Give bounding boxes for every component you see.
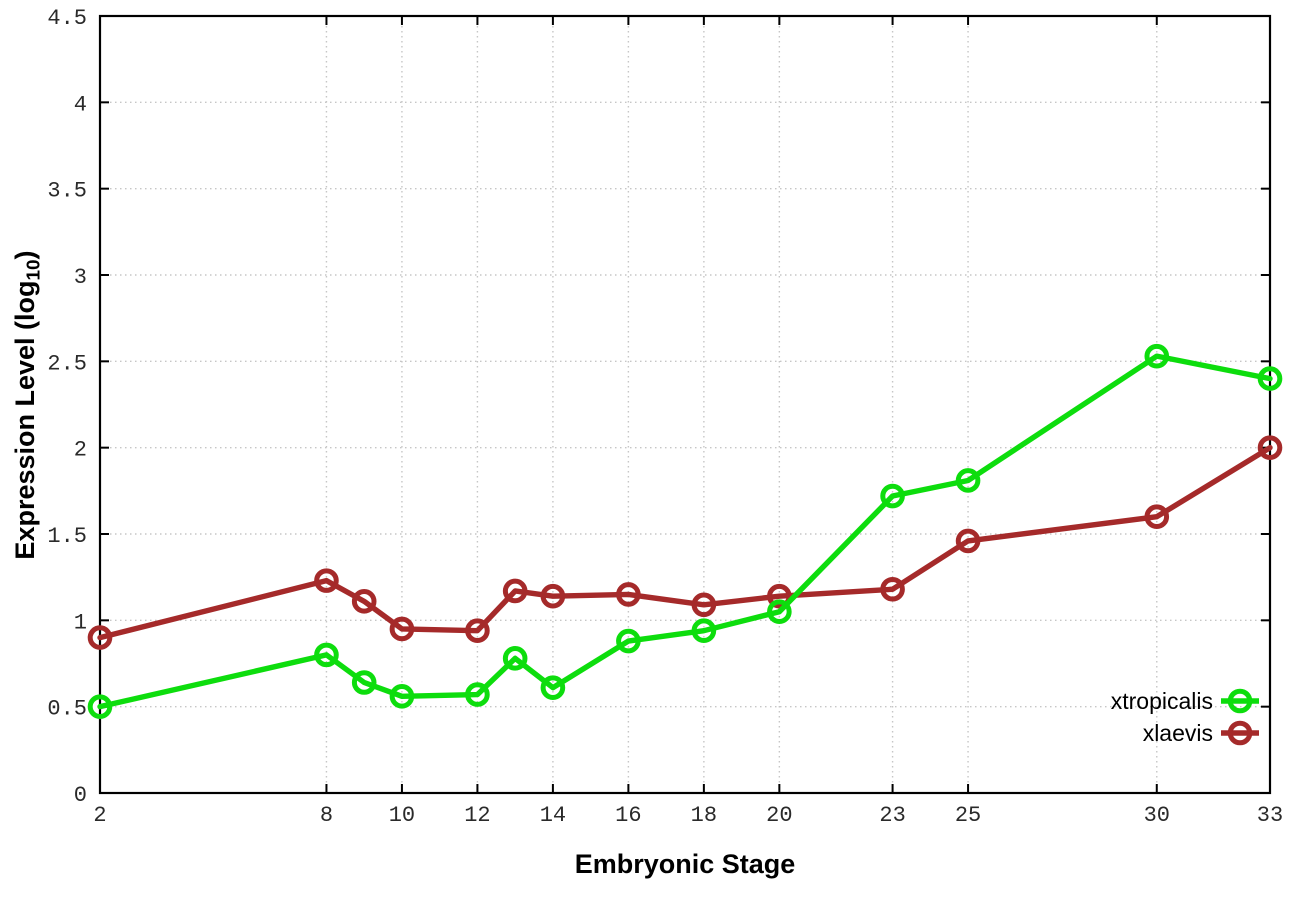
series-xtropicalis-marker — [767, 599, 792, 625]
series-xtropicalis-marker — [389, 684, 415, 709]
series-xlaevis-marker — [767, 583, 792, 609]
series-xtropicalis-marker — [540, 675, 566, 700]
x-tick-label: 25 — [955, 803, 981, 828]
y-tick-label: 0 — [74, 783, 87, 808]
series-xlaevis-marker — [389, 616, 415, 642]
series-xtropicalis-marker — [465, 682, 490, 707]
x-tick-label: 30 — [1144, 803, 1170, 828]
x-tick-label: 18 — [691, 803, 717, 828]
y-tick-label: 4.5 — [47, 6, 87, 31]
y-tick-label: 1.5 — [47, 524, 87, 549]
series-xtropicalis-marker — [502, 646, 528, 671]
x-tick-label: 20 — [766, 803, 792, 828]
series-xlaevis-marker — [465, 618, 490, 643]
y-tick-label: 4 — [74, 92, 87, 117]
series-xlaevis-marker — [955, 528, 981, 554]
x-tick-label: 8 — [320, 803, 333, 828]
y-tick-label: 0.5 — [47, 697, 87, 722]
x-tick-label: 12 — [464, 803, 490, 828]
series-xtropicalis-line — [97, 353, 1273, 710]
y-tick-label: 3.5 — [47, 179, 87, 204]
series-xtropicalis-marker — [87, 694, 113, 719]
y-tick-label: 1 — [74, 610, 87, 635]
series-xlaevis-marker — [314, 568, 339, 593]
series-xlaevis-marker — [616, 582, 641, 607]
series-xtropicalis-marker — [955, 468, 981, 493]
series-xlaevis-marker — [540, 583, 566, 609]
plot-border — [98, 14, 1272, 795]
series-xtropicalis-marker — [880, 483, 905, 509]
x-tick-label: 16 — [615, 803, 641, 828]
y-axis-title: Expression Level (log10) — [0, 0, 50, 810]
series-xlaevis-marker — [1144, 504, 1170, 530]
x-tick-label: 23 — [879, 803, 905, 828]
series-xtropicalis-marker — [691, 618, 717, 643]
series-xlaevis-marker — [502, 578, 528, 604]
y-tick-label: 3 — [74, 265, 87, 290]
y-axis-title-suffix: ) — [10, 250, 40, 260]
series-xtropicalis-marker — [1144, 343, 1170, 369]
legend-label-xtropicalis: xtropicalis — [1111, 688, 1213, 714]
x-tick-label: 14 — [540, 803, 566, 828]
series-xlaevis-line — [97, 444, 1273, 641]
y-axis-title-subscript: 10 — [23, 259, 45, 281]
x-tick-label: 2 — [93, 803, 106, 828]
series-xlaevis-marker — [1257, 435, 1283, 460]
series-xtropicalis-marker — [616, 628, 641, 654]
series-xlaevis-marker — [87, 625, 113, 650]
y-axis-title-text: Expression Level (log — [10, 280, 40, 560]
legend-label-xlaevis: xlaevis — [1143, 720, 1213, 746]
x-tick-label: 33 — [1257, 803, 1283, 828]
series-xlaevis-marker — [351, 589, 377, 614]
series-xtropicalis-marker — [1257, 366, 1283, 391]
legend-sample-marker-xlaevis — [1227, 720, 1253, 746]
legend-sample-marker-xtropicalis — [1227, 688, 1253, 714]
y-tick-label: 2.5 — [47, 351, 87, 376]
series-xtropicalis-marker — [351, 670, 377, 695]
x-tick-label: 10 — [389, 803, 415, 828]
y-tick-label: 2 — [74, 438, 87, 463]
series-xlaevis-marker — [880, 576, 905, 602]
series-xtropicalis-marker — [314, 642, 339, 668]
x-axis-title: Embryonic Stage — [574, 849, 796, 879]
series-xlaevis-marker — [691, 592, 717, 618]
